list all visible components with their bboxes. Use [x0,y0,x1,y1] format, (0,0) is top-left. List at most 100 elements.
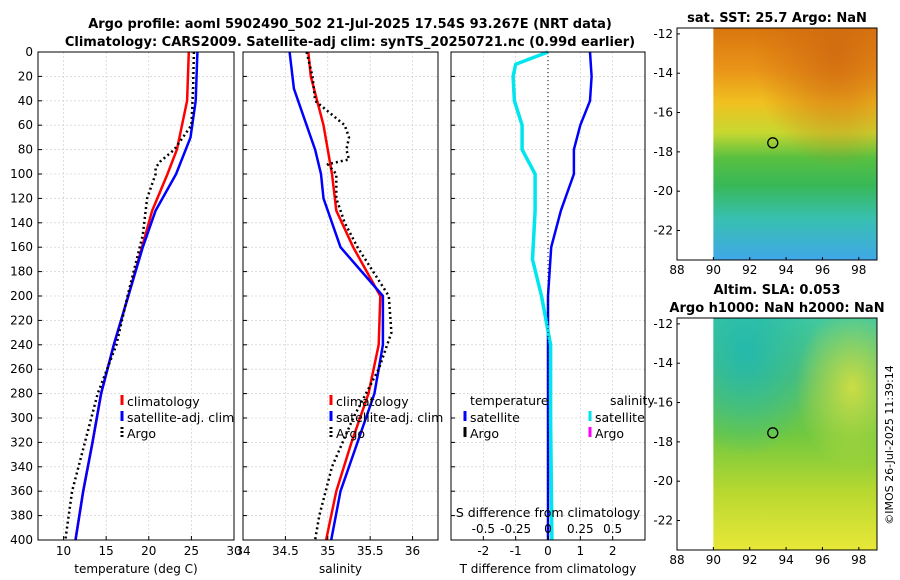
x-tick-label: 25 [184,544,199,558]
x-tick-label: 20 [141,544,156,558]
y-tick-label: -20 [653,474,673,488]
y-tick-label: -16 [653,396,673,410]
map-frame [676,27,878,261]
legend-label: Argo [470,426,499,441]
secondary-tick-label: 0.5 [603,522,622,536]
x-tick-label: -2 [477,544,489,558]
x-tick-label: 35.5 [357,544,384,558]
map-field-overlay [713,28,877,260]
y-tick-label: 80 [18,143,33,157]
y-tick-label: -14 [653,356,673,370]
x-axis-label: salinity [319,562,362,576]
y-tick-label: 380 [10,509,33,523]
x-tick-label: 90 [706,553,721,567]
x-tick-label: 34 [235,544,250,558]
x-tick-label: 94 [778,553,793,567]
y-tick-label: 160 [10,240,33,254]
legend-label: Argo [127,426,156,441]
series-line-temperature-satellite [546,51,593,540]
legend-group-label: salinity [610,393,655,408]
series-line-satellite-adj-clim [74,51,199,541]
x-tick-label: 88 [669,553,684,567]
secondary-tick-label: -0.25 [500,522,531,536]
x-tick-label: 34.5 [272,544,299,558]
x-tick-label: 35 [320,544,335,558]
y-tick-label: 220 [10,313,33,327]
sla-map-title: Altim. SLA: 0.053 [714,283,841,298]
y-tick-label: 100 [10,167,33,181]
x-tick-label: 92 [742,553,757,567]
x-tick-label: 0 [544,544,552,558]
sla-map-subtitle: Argo h1000: NaN h2000: NaN [669,301,884,316]
imos-watermark: ©IMOS 26-Jul-2025 11:39:14 [883,365,896,525]
y-tick-label: -18 [653,145,673,159]
x-tick-label: 92 [742,263,757,277]
series-line-argo [64,51,196,541]
salinity-panel: 34 34.5 35 35.5 36 salinity climatologysatelli… [235,51,443,576]
y-tick-label: 200 [10,289,33,303]
y-tick-label: 280 [10,387,33,401]
x-tick-label: -1 [510,544,522,558]
x-tick-label: 2 [609,544,617,558]
legend-label: satellite-adj. clim [127,410,234,425]
y-tick-label: -12 [653,27,673,41]
legend-label: satellite [595,410,645,425]
map-field-overlay [713,318,877,550]
temperature-panel: 10 15 20 25 30020406080100120140160180200220… [10,45,242,576]
figure-title-line1: Argo profile: aoml 5902490_502 21-Jul-20… [88,17,612,32]
y-tick-label: -14 [653,66,673,80]
sst-map-title: sat. SST: 25.7 Argo: NaN [687,11,867,26]
x-tick-label: 30 [226,544,241,558]
figure-title-line2: Climatology: CARS2009. Satellite-adj cli… [65,35,635,50]
y-tick-label: 40 [18,94,33,108]
x-tick-label: 10 [56,544,71,558]
sst-map-panel: sat. SST: 25.7 Argo: NaN 88 90 92 94 96 98 -12 -… [653,11,878,277]
legend-group-label: temperature [470,393,549,408]
legend-label: satellite-adj. clim [336,410,443,425]
y-tick-label: 20 [18,69,33,83]
legend-label: Argo [336,426,365,441]
x-tick-label: 1 [577,544,585,558]
x-tick-label: 15 [99,544,114,558]
x-axis-label: temperature (deg C) [74,562,197,576]
x-tick-label: 36 [405,544,420,558]
x-tick-label: 88 [669,263,684,277]
series-line-salinity-satellite [511,50,554,541]
y-tick-label: -16 [653,106,673,120]
legend-label: climatology [127,394,200,409]
y-tick-label: 240 [10,338,33,352]
y-tick-label: -22 [653,224,673,238]
y-tick-label: -12 [653,317,673,331]
secondary-tick-label: 0.25 [567,522,594,536]
y-tick-label: 180 [10,265,33,279]
x-tick-label: 96 [815,553,830,567]
series-line-satellite-adj-clim [288,51,385,541]
y-tick-label: 400 [10,533,33,547]
y-tick-label: -22 [653,514,673,528]
y-tick-label: 120 [10,191,33,205]
x-tick-label: 98 [851,553,866,567]
secondary-tick-label: -0.5 [472,522,495,536]
series-line-climatology [307,51,382,541]
x-tick-label: 94 [778,263,793,277]
x-tick-label: 98 [851,263,866,277]
y-tick-label: 320 [10,435,33,449]
y-tick-label: 140 [10,216,33,230]
y-tick-label: 360 [10,484,33,498]
secondary-axis-label: S difference from climatology [456,505,641,520]
legend-label: satellite [470,410,520,425]
float-position-marker [767,427,779,439]
x-tick-label: 90 [706,263,721,277]
sla-map-panel: Altim. SLA: 0.053 Argo h1000: NaN h2000: … [653,283,884,567]
x-axis-label: T difference from climatology [459,562,637,576]
y-tick-label: 0 [25,45,33,59]
difference-panel: -2 -1 0 1 2 T difference from climatology S di… [450,50,655,576]
legend-label: Argo [595,426,624,441]
legend-label: climatology [336,394,409,409]
y-tick-label: 260 [10,362,33,376]
map-frame [676,317,878,551]
float-position-marker [767,137,779,149]
y-tick-label: 60 [18,118,33,132]
y-tick-label: 300 [10,411,33,425]
